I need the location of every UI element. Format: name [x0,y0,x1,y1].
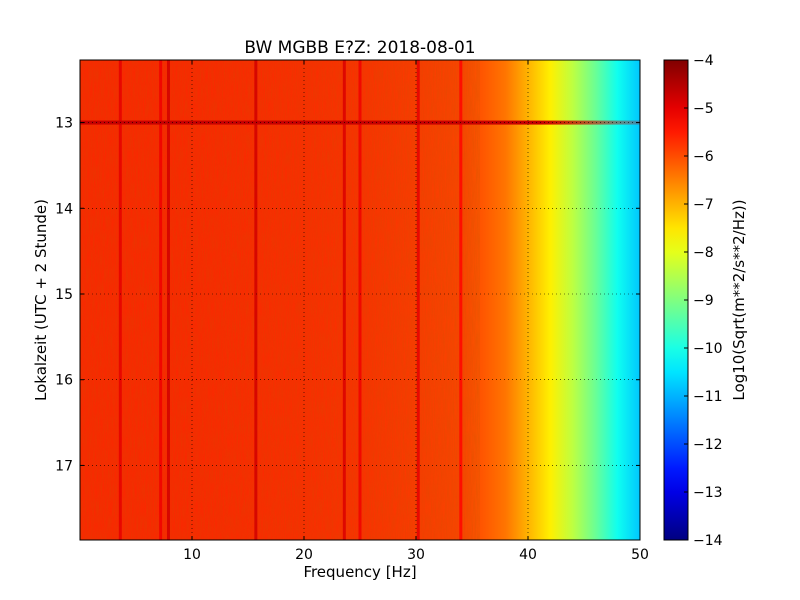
spectral-line [459,60,463,540]
colorbar-ticks: −4 −5 −6 −7 −8 −9 −10 −11 −12 −13 −14 [684,53,723,549]
x-tick-label: 40 [519,547,537,563]
y-tick-label: 15 [55,287,73,303]
spectral-line [254,60,258,540]
y-tick-label: 13 [55,116,73,132]
colorbar-tick-label: −4 [693,53,714,69]
colorbar-tick-label: −7 [693,197,714,213]
y-tick-label: 17 [55,458,73,474]
spectral-line [416,60,420,540]
plot-area [80,60,640,540]
x-tick-label: 20 [295,547,313,563]
colorbar-tick-label: −9 [693,293,714,309]
chart-title: BW MGBB E?Z: 2018-08-01 [244,38,475,58]
colorbar-label: Log10(Sqrt(m**2/s**2/Hz)) [730,199,748,400]
colorbar-tick-label: −10 [693,341,723,357]
spectral-line [358,60,362,540]
x-tick-label: 10 [183,547,201,563]
y-tick-label: 14 [55,201,73,217]
x-axis-ticks: 10 20 30 40 50 [183,60,649,563]
colorbar-tick-label: −11 [693,389,723,405]
colorbar-tick-label: −14 [693,533,723,549]
spectral-line [118,60,122,540]
spectral-line [159,60,163,540]
spectrogram-texture [80,60,480,540]
colorbar-tick-label: −5 [693,101,714,117]
x-tick-label: 50 [631,547,649,563]
colorbar-tick-label: −8 [693,245,714,261]
colorbar-tick-label: −13 [693,485,723,501]
x-tick-label: 30 [407,547,425,563]
colorbar-tick-label: −12 [693,437,723,453]
plot-frame [79,59,641,541]
y-tick-label: 16 [55,373,73,389]
y-axis-label: Lokalzeit (UTC + 2 Stunde) [32,199,50,401]
x-axis-label: Frequency [Hz] [303,563,416,581]
colorbar-tick-label: −6 [693,149,714,165]
grid-lines [80,60,640,540]
spectral-line [342,60,346,540]
spectral-line [166,60,170,540]
y-axis-ticks: 13 14 15 16 17 [55,116,640,474]
spectral-line-group [118,60,463,540]
